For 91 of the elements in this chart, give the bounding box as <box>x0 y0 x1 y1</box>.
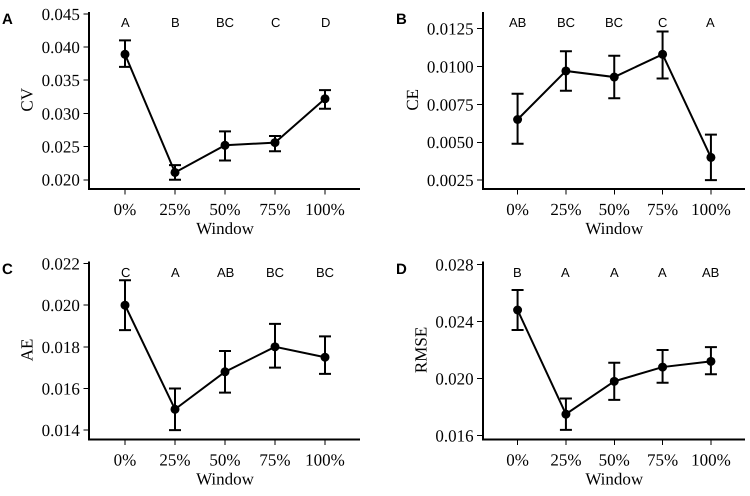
point <box>561 410 570 419</box>
y-tick-label: 0.0100 <box>426 57 474 76</box>
x-tick-label: 100% <box>305 200 345 219</box>
annotation: D <box>321 15 330 30</box>
x-axis-title: Window <box>585 218 644 238</box>
point <box>220 367 230 376</box>
x-tick-label: 75% <box>259 200 291 219</box>
y-tick-label: 0.016 <box>435 426 474 446</box>
x-tick-label: 100% <box>691 450 731 470</box>
point <box>513 115 522 124</box>
y-tick-label: 0.040 <box>42 38 80 57</box>
y-axis-title: RMSE <box>411 326 430 374</box>
annotation: A <box>610 265 619 280</box>
y-tick-label: 0.0025 <box>426 171 474 190</box>
annotation: A <box>561 265 570 280</box>
point <box>706 356 716 366</box>
annotation: C <box>271 15 280 30</box>
annotation: BC <box>216 15 234 30</box>
x-tick-label: 100% <box>691 200 731 219</box>
y-tick-label: 0.024 <box>435 312 474 332</box>
y-axis-title: CV <box>18 87 37 112</box>
annotation: A <box>121 15 130 30</box>
y-tick-label: 0.0125 <box>426 19 474 38</box>
x-tick-label: 100% <box>305 450 345 470</box>
annotation: BC <box>557 15 576 30</box>
y-tick-label: 0.014 <box>42 421 80 440</box>
y-tick-label: 0.035 <box>42 71 80 90</box>
annotation: BC <box>266 265 284 280</box>
chart-title: C <box>2 261 13 278</box>
x-tick-label: 75% <box>646 450 678 470</box>
chart-title: A <box>2 11 13 28</box>
point <box>658 50 668 59</box>
y-tick-label: 0.020 <box>42 170 80 190</box>
annotation: B <box>513 265 522 280</box>
x-tick-label: 50% <box>209 450 241 470</box>
annotation: A <box>171 265 180 280</box>
x-tick-label: 50% <box>598 200 630 219</box>
y-axis-title: CE <box>402 88 422 111</box>
x-tick-label: 25% <box>159 200 191 219</box>
x-tick-label: 25% <box>550 450 582 470</box>
x-tick-label: 0% <box>506 200 529 219</box>
chart-title: B <box>396 11 407 28</box>
chart-title: D <box>396 261 407 278</box>
y-tick-label: 0.045 <box>42 4 80 24</box>
x-tick-label: 75% <box>259 450 291 470</box>
y-tick-label: 0.020 <box>42 296 80 316</box>
y-tick-label: 0.025 <box>42 138 80 157</box>
x-tick-label: 0% <box>506 450 529 470</box>
x-tick-label: 0% <box>114 200 136 219</box>
x-axis-title: Window <box>196 470 255 489</box>
point <box>220 140 230 150</box>
annotation: AB <box>509 15 526 30</box>
point <box>120 50 130 59</box>
x-tick-label: 25% <box>159 450 191 470</box>
annotation: AB <box>217 265 234 280</box>
x-axis-title: Window <box>196 218 255 238</box>
y-tick-label: 0.030 <box>42 104 80 124</box>
point <box>320 94 330 104</box>
annotation: A <box>658 265 667 280</box>
annotation: C <box>658 15 668 30</box>
y-tick-label: 0.016 <box>42 379 80 398</box>
annotation: BC <box>605 15 624 30</box>
annotation: AB <box>702 265 720 280</box>
x-axis-title: Window <box>585 470 644 489</box>
point <box>320 352 330 362</box>
x-tick-label: 75% <box>646 200 678 219</box>
point <box>513 305 522 314</box>
x-tick-label: 50% <box>209 200 241 219</box>
point <box>610 376 619 386</box>
point <box>270 342 280 352</box>
y-tick-label: 0.0075 <box>426 95 474 114</box>
y-tick-label: 0.022 <box>42 254 80 274</box>
y-tick-label: 0.028 <box>435 255 474 274</box>
x-tick-label: 0% <box>114 450 136 470</box>
point <box>561 66 570 76</box>
point <box>658 362 668 372</box>
point <box>610 72 619 82</box>
annotation: A <box>706 15 715 30</box>
annotation: B <box>171 15 180 30</box>
annotation: BC <box>316 265 334 280</box>
point <box>270 138 280 148</box>
point <box>170 404 180 414</box>
y-tick-label: 0.020 <box>435 369 474 388</box>
annotation: C <box>121 265 130 280</box>
y-tick-label: 0.0050 <box>426 133 474 152</box>
x-tick-label: 25% <box>550 200 582 219</box>
y-tick-label: 0.018 <box>42 338 80 357</box>
x-tick-label: 50% <box>598 450 630 470</box>
point <box>706 152 716 162</box>
point <box>120 300 130 310</box>
y-axis-title: AE <box>18 338 37 362</box>
